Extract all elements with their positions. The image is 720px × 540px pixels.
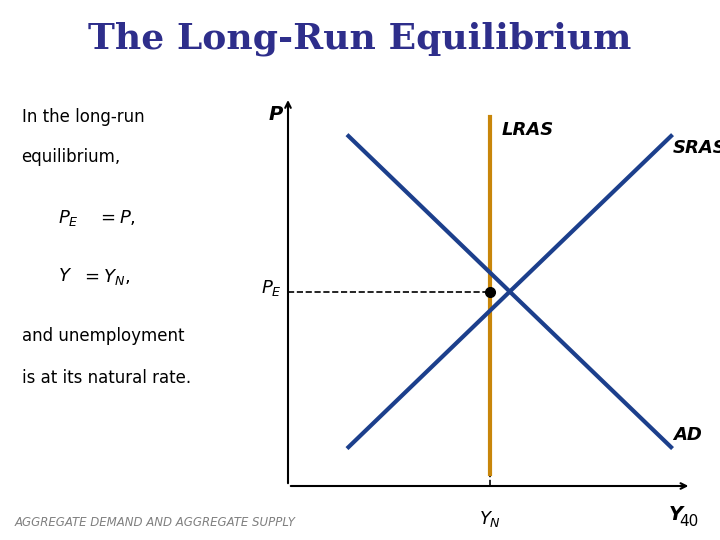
Text: In the long-run: In the long-run [22, 108, 144, 126]
Text: $= Y_N ,$: $= Y_N ,$ [81, 267, 130, 287]
Text: SRAS: SRAS [673, 139, 720, 157]
Text: equilibrium,: equilibrium, [22, 148, 121, 166]
Text: $= P,$: $= P,$ [97, 208, 136, 227]
Text: LRAS: LRAS [502, 120, 554, 139]
Text: is at its natural rate.: is at its natural rate. [22, 369, 191, 387]
Text: and unemployment: and unemployment [22, 327, 184, 345]
Text: $P_{E}$: $P_{E}$ [261, 278, 282, 298]
Text: $P_E$: $P_E$ [58, 208, 78, 228]
Text: The Long-Run Equilibrium: The Long-Run Equilibrium [89, 22, 631, 56]
Text: $Y$: $Y$ [58, 267, 72, 285]
Text: AGGREGATE DEMAND AND AGGREGATE SUPPLY: AGGREGATE DEMAND AND AGGREGATE SUPPLY [14, 516, 295, 529]
Text: Y: Y [669, 505, 683, 524]
Text: AD: AD [673, 427, 702, 444]
Text: 40: 40 [679, 514, 698, 529]
Text: P: P [269, 105, 283, 124]
Text: $Y_{N}$: $Y_{N}$ [479, 509, 500, 529]
